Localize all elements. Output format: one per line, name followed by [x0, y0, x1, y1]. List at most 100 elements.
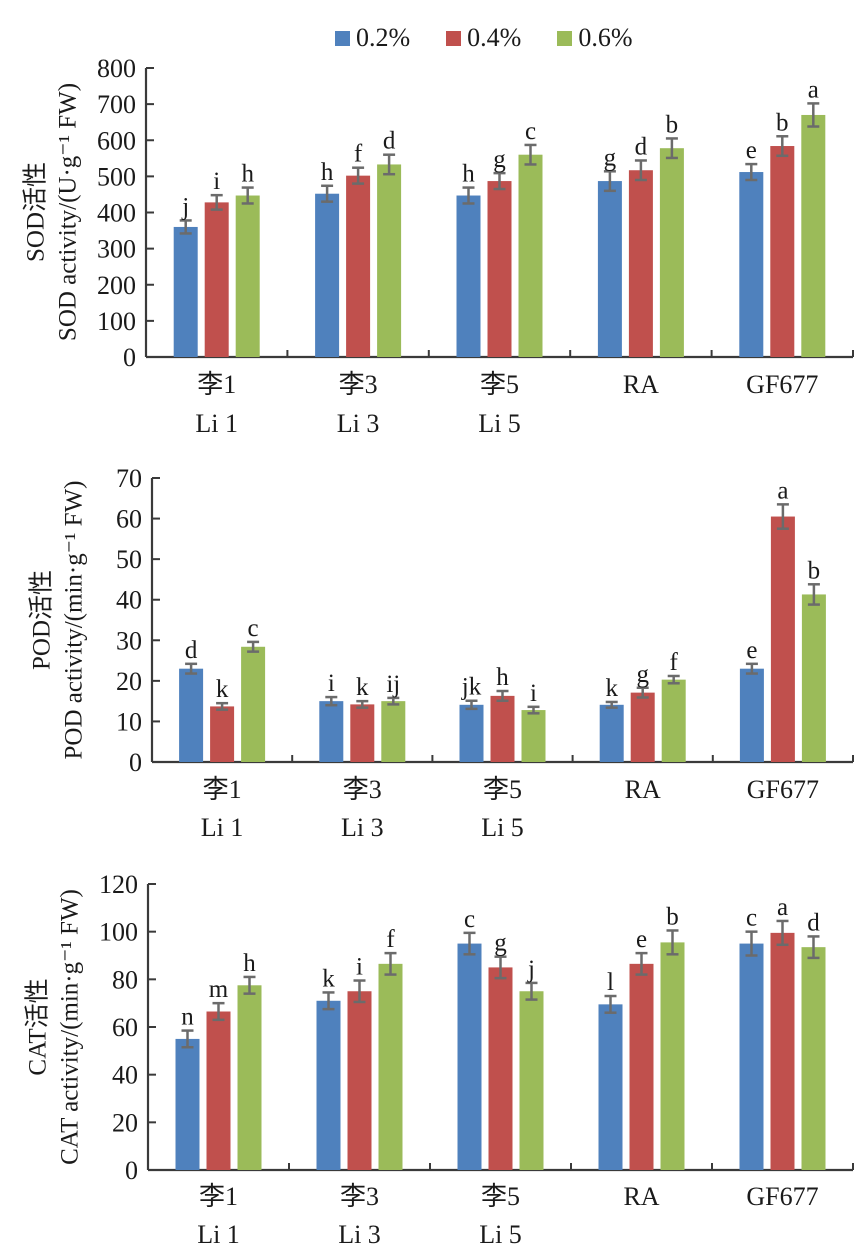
bar	[597, 181, 622, 357]
significance-letter: k	[216, 676, 229, 703]
y-axis-label-cn: POD活性	[28, 570, 56, 670]
x-tick-label-en: Li 1	[197, 1220, 240, 1249]
bar	[519, 991, 544, 1170]
bar	[315, 193, 340, 357]
significance-letter: d	[383, 128, 396, 155]
significance-letter: d	[185, 637, 198, 664]
bar	[598, 1004, 623, 1170]
significance-letter: c	[525, 118, 536, 145]
significance-letter: j	[181, 193, 189, 220]
bar	[518, 154, 543, 357]
bar	[206, 1011, 231, 1170]
y-tick-label: 120	[99, 870, 138, 899]
y-tick-label: 70	[116, 464, 142, 493]
bar	[173, 226, 198, 357]
significance-letter: k	[322, 965, 335, 992]
y-tick-label: 0	[123, 343, 136, 372]
y-tick-label: 20	[116, 667, 142, 696]
significance-letter: f	[386, 926, 395, 953]
significance-letter: i	[530, 680, 537, 707]
bar	[456, 195, 481, 357]
significance-letter: g	[636, 661, 649, 688]
bar	[378, 963, 403, 1170]
bar	[346, 175, 371, 357]
legend-label-2: 0.6%	[578, 23, 633, 52]
bar	[459, 704, 484, 762]
y-tick-label: 0	[129, 748, 142, 777]
y-tick-label: 100	[99, 918, 138, 947]
x-tick-label-en: Li 1	[201, 813, 244, 842]
x-tick-label: RA	[623, 370, 659, 399]
x-tick-label: 李3	[343, 775, 382, 804]
x-tick-label: 李1	[197, 370, 236, 399]
x-tick-label-en: Li 5	[481, 813, 524, 842]
y-tick-label: 200	[97, 271, 136, 300]
x-tick-label-en: Li 5	[478, 409, 521, 438]
significance-letter: n	[181, 1004, 194, 1031]
y-tick-label: 400	[97, 199, 136, 228]
significance-letter: h	[241, 161, 254, 188]
y-tick-label: 10	[116, 707, 142, 736]
legend-label-0: 0.2%	[356, 23, 411, 52]
legend-label-1: 0.4%	[467, 23, 522, 52]
significance-letter: c	[464, 906, 475, 933]
bar	[770, 932, 795, 1170]
y-tick-label: 40	[112, 1061, 138, 1090]
significance-letter: i	[213, 168, 220, 195]
significance-letter: k	[356, 674, 369, 701]
bar	[739, 172, 764, 357]
legend-swatch-2	[557, 30, 573, 46]
y-tick-label: 0	[125, 1156, 138, 1185]
y-tick-label: 30	[116, 626, 142, 655]
bar	[316, 1000, 341, 1170]
bar	[739, 943, 764, 1170]
significance-letter: i	[328, 670, 335, 697]
significance-letter: b	[666, 111, 679, 138]
chart-sod: 0 100 200 300 400 500 600 700 800 SOD活性 SOD activi…	[22, 54, 854, 438]
x-tick-label: 李5	[481, 1182, 520, 1211]
chart-pod: 0 10 20 30 40 50 60 70 POD活性 POD activity/(min·g⁻…	[28, 464, 854, 842]
significance-letter: h	[243, 950, 256, 977]
y-tick-label: 60	[112, 1013, 138, 1042]
significance-letter: b	[808, 557, 821, 584]
significance-letter: e	[746, 137, 757, 164]
bar	[319, 701, 344, 762]
y-axis-label-en: CAT activity/(min·g⁻¹ FW)	[57, 889, 84, 1165]
significance-letter: l	[607, 969, 614, 996]
significance-letter: h	[462, 161, 475, 188]
x-tick-label: 李5	[480, 370, 519, 399]
y-tick-label: 20	[112, 1108, 138, 1137]
bar	[381, 701, 406, 762]
x-tick-label-en: Li 5	[479, 1220, 522, 1249]
y-axis-label-en: POD activity/(min·g⁻¹ FW)	[61, 481, 88, 760]
significance-letter: h	[321, 159, 334, 186]
x-tick-label: RA	[625, 775, 661, 804]
significance-letter: j	[527, 956, 535, 983]
bar	[179, 668, 204, 762]
significance-letter: g	[493, 146, 506, 173]
significance-letter: c	[746, 905, 757, 932]
x-tick-label: GF677	[747, 775, 819, 804]
y-tick-label: 40	[116, 586, 142, 615]
legend-swatch-1	[446, 30, 462, 46]
bar	[599, 704, 624, 762]
bar	[661, 679, 686, 762]
y-tick-label: 700	[97, 90, 136, 119]
x-tick-label: GF677	[746, 370, 818, 399]
significance-letter: e	[636, 926, 647, 953]
bar	[350, 704, 375, 762]
bar	[630, 692, 655, 762]
legend-item-1: 0.4%	[446, 23, 521, 53]
bar	[204, 202, 229, 357]
x-tick-label: 李5	[483, 775, 522, 804]
x-tick-label: 李1	[203, 775, 242, 804]
significance-letter: ij	[386, 671, 400, 698]
y-tick-label: 100	[97, 307, 136, 336]
x-tick-label: 李3	[340, 1182, 379, 1211]
bar	[770, 146, 795, 357]
y-axis-label-cn: CAT活性	[24, 978, 52, 1075]
legend-swatch-0	[335, 30, 350, 46]
significance-letter: k	[605, 675, 618, 702]
x-tick-label-en: Li 3	[338, 1220, 381, 1249]
